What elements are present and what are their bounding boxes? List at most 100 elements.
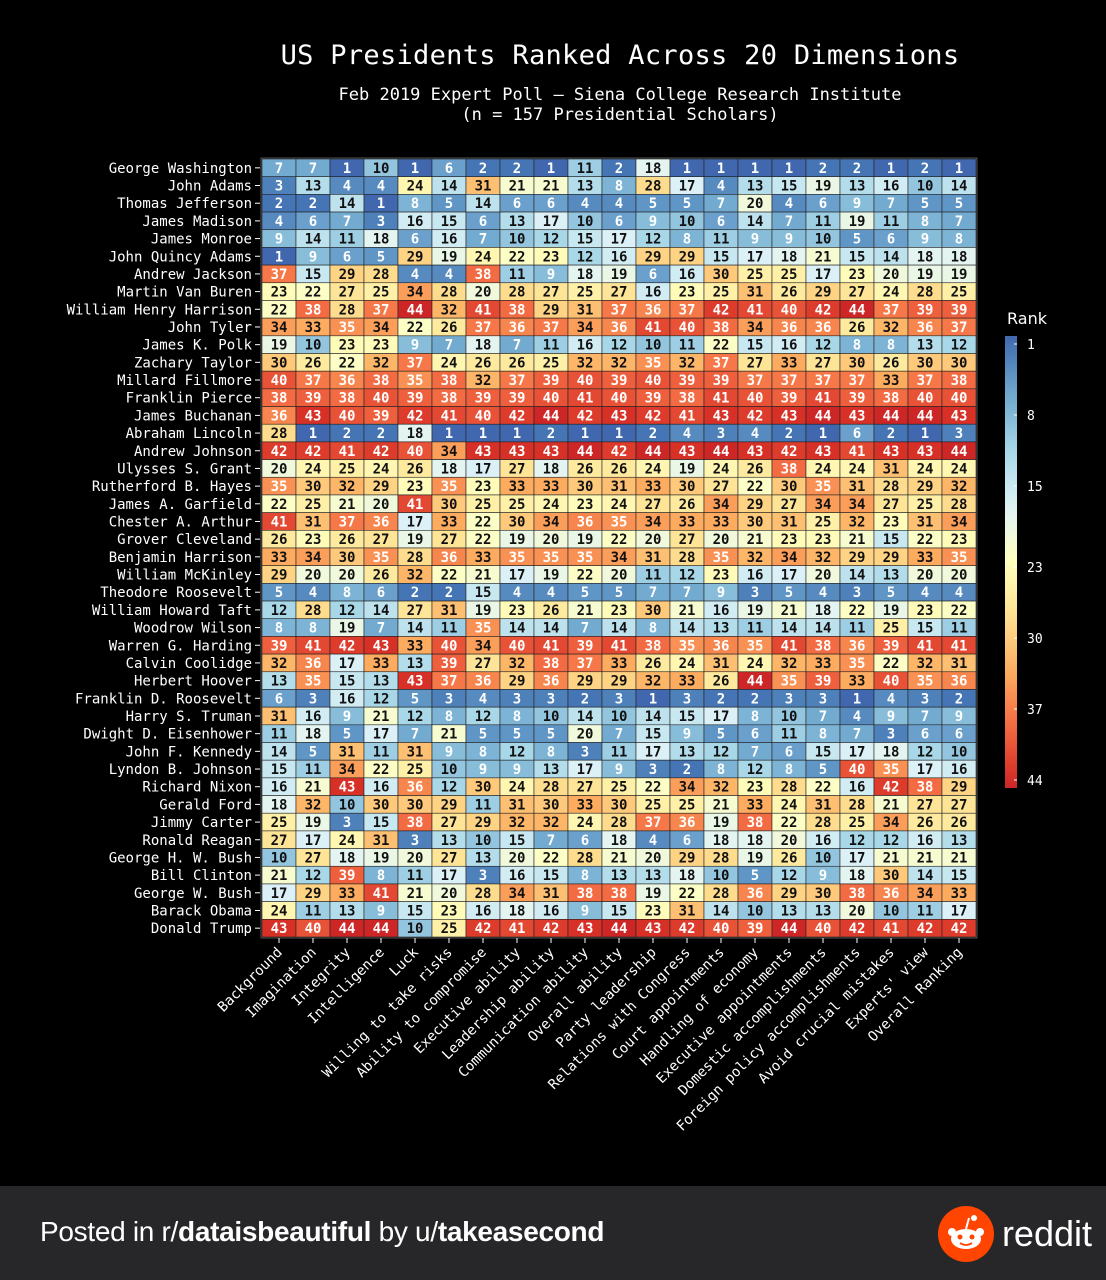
cell-value: 4 [887,691,895,707]
cell-value: 5 [377,249,385,265]
cell-value: 27 [407,603,424,619]
cell-value: 24 [645,461,662,477]
cell-value: 38 [645,638,662,654]
cell-value: 26 [339,532,356,548]
cell-value: 3 [887,727,895,743]
cell-value: 11 [815,214,832,230]
cell-value: 14 [747,214,764,230]
cell-value: 37 [577,656,594,672]
cell-value: 24 [951,461,968,477]
cell-value: 37 [509,373,526,389]
cell-value: 28 [305,603,322,619]
cell-value: 23 [577,497,594,513]
cell-value: 22 [543,850,560,866]
cell-value: 13 [747,179,764,195]
cell-value: 36 [815,320,832,336]
cell-value: 20 [543,532,560,548]
cell-value: 14 [339,196,356,212]
cell-value: 32 [883,320,900,336]
cell-value: 6 [309,214,317,230]
cell-value: 35 [509,550,526,566]
cell-value: 27 [509,461,526,477]
cell-value: 4 [275,214,283,230]
cell-value: 3 [853,585,861,601]
cell-value: 2 [955,691,963,707]
cell-value: 43 [577,921,594,937]
cell-value: 40 [271,373,288,389]
cell-value: 4 [649,833,657,849]
cell-value: 16 [815,833,832,849]
cell-value: 15 [475,585,492,601]
cell-value: 38 [951,373,968,389]
cell-value: 42 [611,444,628,460]
cell-value: 16 [917,833,934,849]
cell-value: 39 [781,391,798,407]
cell-value: 1 [479,426,487,442]
cell-value: 1 [717,161,725,177]
cell-value: 4 [343,179,351,195]
subreddit-link[interactable]: dataisbeautiful [178,1216,372,1247]
cell-value: 15 [747,338,764,354]
cell-value: 38 [339,391,356,407]
cell-value: 42 [951,921,968,937]
cell-value: 27 [713,479,730,495]
cell-value: 8 [581,868,589,884]
cell-value: 27 [883,497,900,513]
cell-value: 28 [713,850,730,866]
cell-value: 27 [849,285,866,301]
cell-value: 27 [781,497,798,513]
cell-value: 16 [849,780,866,796]
cell-value: 24 [679,656,696,672]
user-link[interactable]: takeasecond [437,1216,605,1247]
row-label: James Buchanan [134,408,252,424]
heatmap-chart: George Washington 7 7 1 10 1 6 2 2 1 11 2 18 1 1 1 1 2 2 1 2… [67,157,1048,1135]
cell-value: 42 [713,302,730,318]
cell-value: 22 [645,780,662,796]
reddit-logo[interactable]: reddit [937,1206,1092,1262]
cell-value: 34 [407,285,424,301]
cell-value: 20 [611,568,628,584]
cell-value: 40 [475,408,492,424]
cell-value: 28 [917,285,934,301]
cell-value: 2 [649,426,657,442]
cell-value: 33 [475,550,492,566]
cell-value: 40 [951,391,968,407]
cell-value: 11 [441,621,458,637]
cell-value: 12 [747,762,764,778]
cell-value: 44 [951,444,968,460]
cell-value: 39 [509,391,526,407]
cell-value: 33 [679,514,696,530]
cell-value: 20 [645,850,662,866]
cell-value: 41 [713,391,730,407]
cell-value: 22 [917,532,934,548]
cell-value: 8 [887,338,895,354]
cell-value: 36 [475,674,492,690]
cell-value: 16 [951,762,968,778]
cell-value: 37 [543,320,560,336]
cell-value: 19 [441,249,458,265]
cell-value: 26 [747,461,764,477]
cell-value: 33 [713,514,730,530]
cell-value: 3 [717,426,725,442]
cell-value: 11 [305,762,322,778]
cell-value: 42 [645,408,662,424]
cell-value: 44 [339,921,356,937]
cell-value: 3 [615,691,623,707]
cell-value: 32 [951,479,968,495]
cell-value: 6 [853,426,861,442]
cell-value: 25 [781,267,798,283]
cell-value: 25 [271,815,288,831]
cell-value: 22 [679,886,696,902]
cell-value: 42 [543,921,560,937]
cell-value: 5 [717,727,725,743]
cell-value: 37 [645,815,662,831]
cell-value: 17 [781,568,798,584]
posted-by: by u/ [371,1216,439,1247]
cell-value: 25 [815,514,832,530]
cell-value: 15 [543,868,560,884]
cell-value: 33 [747,797,764,813]
cell-value: 27 [441,850,458,866]
cell-value: 14 [305,232,322,248]
cell-value: 27 [645,497,662,513]
cell-value: 9 [343,709,351,725]
